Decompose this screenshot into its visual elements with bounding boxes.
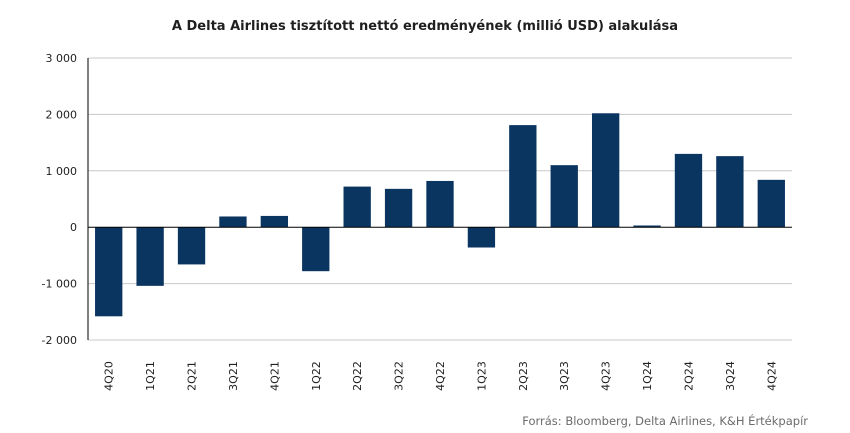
- bar: [550, 165, 578, 228]
- x-tick-label: 4Q22: [434, 361, 447, 391]
- bars: [95, 113, 785, 317]
- bar: [219, 216, 247, 228]
- axes: [87, 58, 792, 340]
- gridlines: [88, 57, 792, 341]
- x-tick-label: 3Q22: [393, 361, 406, 391]
- bar: [343, 186, 371, 228]
- x-tick-label: 4Q20: [103, 361, 116, 391]
- x-tick-label: 4Q23: [600, 361, 613, 391]
- y-tick-label: -2 000: [42, 334, 77, 347]
- x-tick-label: 1Q21: [144, 361, 157, 391]
- bar: [95, 227, 123, 317]
- bar: [260, 215, 289, 228]
- bar: [136, 227, 164, 286]
- x-tick-label: 1Q23: [475, 361, 488, 391]
- bar: [716, 156, 744, 228]
- bar: [757, 179, 785, 228]
- bar: [509, 125, 537, 228]
- x-tick-label: 3Q24: [724, 361, 737, 391]
- x-axis-ticks: 4Q20 1Q21 2Q21 3Q21 4Q21 1Q22 2Q22 3Q22 4Q22 1Q23…: [103, 361, 779, 391]
- x-tick-label: 2Q22: [351, 361, 364, 391]
- x-tick-label: 1Q24: [641, 361, 654, 391]
- y-tick-label: 3 000: [46, 52, 78, 65]
- source-note: Forrás: Bloomberg, Delta Airlines, K&H É…: [522, 414, 808, 428]
- x-tick-label: 4Q24: [765, 361, 778, 391]
- x-tick-label: 3Q23: [558, 361, 571, 391]
- bar: [384, 188, 413, 228]
- y-tick-label: -1 000: [42, 278, 77, 291]
- y-tick-label: 0: [70, 221, 77, 234]
- x-tick-label: 1Q22: [310, 361, 323, 391]
- bar: [302, 227, 330, 272]
- x-tick-label: 2Q24: [682, 361, 695, 391]
- y-tick-label: 2 000: [46, 108, 78, 121]
- x-tick-label: 3Q21: [227, 361, 240, 391]
- chart-title: A Delta Airlines tisztított nettó eredmé…: [171, 19, 679, 34]
- bar: [674, 153, 703, 228]
- bar: [467, 227, 496, 248]
- y-axis-ticks: 3 000 2 000 1 000 0 -1 000 -2 000: [42, 52, 77, 347]
- x-tick-label: 4Q21: [268, 361, 281, 391]
- bar: [633, 225, 661, 228]
- bar: [177, 227, 206, 265]
- y-tick-label: 1 000: [46, 165, 78, 178]
- x-tick-label: 2Q23: [517, 361, 530, 391]
- bar: [591, 113, 620, 228]
- bar: [426, 180, 454, 228]
- x-tick-label: 2Q21: [186, 361, 199, 391]
